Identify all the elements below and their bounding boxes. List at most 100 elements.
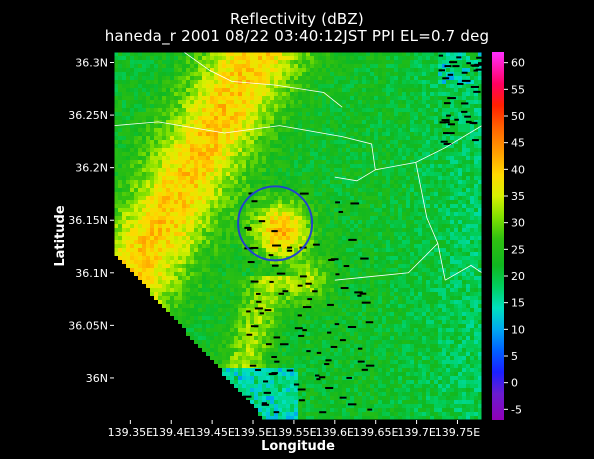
echo-cell <box>274 256 278 260</box>
echo-cell <box>374 248 378 252</box>
echo-cell <box>342 196 346 200</box>
echo-cell <box>386 240 390 244</box>
echo-cell <box>426 180 430 184</box>
echo-cell <box>462 52 466 56</box>
echo-cell <box>374 76 378 80</box>
echo-cell <box>142 72 146 76</box>
echo-cell <box>434 208 438 212</box>
echo-cell <box>366 140 370 144</box>
echo-cell <box>266 220 270 224</box>
echo-cell <box>382 116 386 120</box>
echo-cell <box>238 92 242 96</box>
echo-cell <box>246 184 250 188</box>
echo-cell <box>142 88 146 92</box>
echo-cell <box>118 144 122 148</box>
echo-cell <box>150 180 154 184</box>
echo-cell <box>170 164 174 168</box>
echo-cell <box>470 108 474 112</box>
echo-cell <box>182 64 186 68</box>
echo-cell <box>478 100 482 104</box>
echo-cell <box>166 148 170 152</box>
echo-cell <box>234 88 238 92</box>
echo-cell <box>306 188 310 192</box>
echo-cell <box>346 116 350 120</box>
echo-cell <box>230 208 234 212</box>
echo-cell <box>390 104 394 108</box>
echo-cell <box>290 240 294 244</box>
echo-cell <box>226 160 230 164</box>
echo-cell <box>174 88 178 92</box>
echo-cell <box>194 76 198 80</box>
echo-cell <box>306 144 310 148</box>
echo-cell <box>386 192 390 196</box>
echo-cell <box>286 100 290 104</box>
echo-cell <box>126 132 130 136</box>
echo-cell <box>210 188 214 192</box>
echo-cell <box>286 212 290 216</box>
echo-cell <box>130 80 134 84</box>
echo-cell <box>270 88 274 92</box>
echo-cell <box>330 256 334 260</box>
echo-cell <box>366 132 370 136</box>
echo-cell <box>254 100 258 104</box>
echo-cell <box>214 144 218 148</box>
echo-cell <box>262 68 266 72</box>
echo-cell <box>274 180 278 184</box>
echo-cell <box>174 196 178 200</box>
echo-cell <box>294 184 298 188</box>
echo-cell <box>214 268 218 272</box>
echo-cell <box>362 188 366 192</box>
echo-cell <box>242 96 246 100</box>
echo-cell <box>370 216 374 220</box>
echo-cell <box>214 76 218 80</box>
echo-cell <box>210 168 214 172</box>
echo-cell <box>306 132 310 136</box>
echo-cell <box>334 264 338 268</box>
echo-cell <box>466 240 470 244</box>
echo-cell <box>238 244 242 248</box>
echo-cell <box>154 144 158 148</box>
echo-cell <box>274 72 278 76</box>
echo-cell <box>170 172 174 176</box>
echo-cell <box>338 236 342 240</box>
echo-cell <box>322 252 326 256</box>
echo-cell <box>114 216 118 220</box>
echo-cell <box>142 256 146 260</box>
echo-cell <box>114 56 118 60</box>
echo-cell <box>342 72 346 76</box>
echo-cell <box>158 224 162 228</box>
echo-cell <box>446 104 450 108</box>
echo-cell <box>190 204 194 208</box>
echo-cell <box>290 136 294 140</box>
echo-cell <box>302 100 306 104</box>
echo-cell <box>430 188 434 192</box>
echo-cell <box>130 188 134 192</box>
echo-cell <box>314 208 318 212</box>
echo-cell <box>242 204 246 208</box>
echo-cell <box>182 84 186 88</box>
echo-cell <box>442 92 446 96</box>
echo-cell <box>346 64 350 68</box>
echo-cell <box>142 112 146 116</box>
echo-cell <box>414 248 418 252</box>
echo-cell <box>382 104 386 108</box>
echo-cell <box>322 220 326 224</box>
echo-cell <box>442 56 446 60</box>
echo-cell <box>426 84 430 88</box>
echo-cell <box>250 80 254 84</box>
echo-cell <box>170 268 174 272</box>
echo-cell <box>414 168 418 172</box>
echo-cell <box>118 108 122 112</box>
echo-cell <box>158 124 162 128</box>
echo-cell <box>414 72 418 76</box>
echo-cell <box>122 240 126 244</box>
echo-cell <box>274 224 278 228</box>
echo-cell <box>426 88 430 92</box>
echo-cell <box>462 180 466 184</box>
echo-cell <box>286 112 290 116</box>
echo-cell <box>334 248 338 252</box>
echo-cell <box>450 204 454 208</box>
echo-cell <box>286 64 290 68</box>
echo-cell <box>478 264 482 268</box>
echo-cell <box>338 112 342 116</box>
